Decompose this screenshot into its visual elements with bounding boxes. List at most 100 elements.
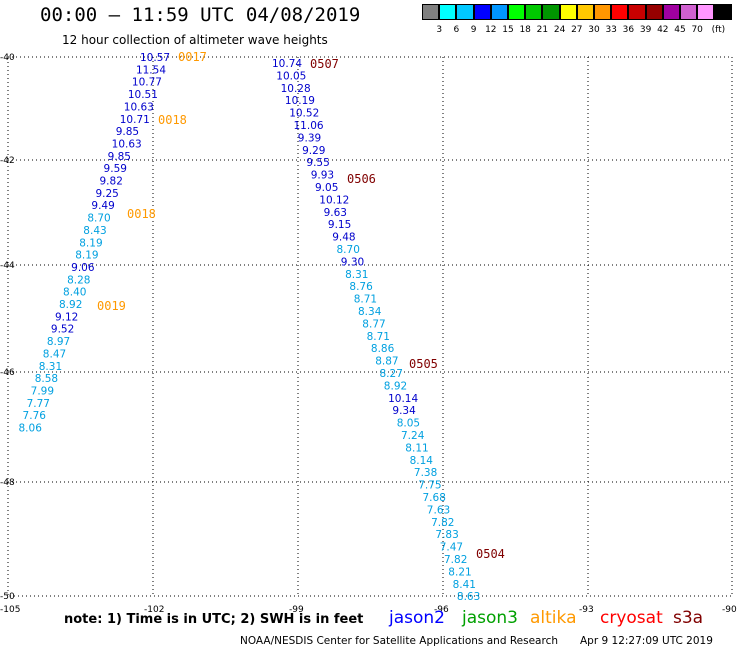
- wave-height-value: 9.29: [302, 145, 325, 157]
- color-scale-label: 30: [588, 25, 600, 35]
- pass-time-label: 0019: [97, 299, 126, 313]
- color-swatch: [697, 4, 715, 20]
- wave-height-value: 8.63: [457, 591, 480, 603]
- lat-tick-label: -50: [0, 592, 15, 602]
- wave-height-value: 9.82: [100, 176, 123, 188]
- color-scale-label: 21: [536, 25, 549, 35]
- wave-height-value: 8.71: [354, 294, 377, 306]
- color-swatch: [576, 4, 594, 20]
- wave-height-value: 8.06: [19, 423, 43, 435]
- wave-height-value: 8.43: [83, 225, 106, 237]
- generated-timestamp: Apr 9 12:27:09 UTC 2019: [580, 635, 713, 647]
- color-swatch: [456, 4, 474, 20]
- wave-height-value: 7.76: [23, 410, 47, 422]
- track-1-values: 10.5711.5410.7710.5110.6310.719.8510.639…: [19, 52, 171, 435]
- color-scale-label: 15: [502, 25, 514, 35]
- lat-tick-label: -48: [0, 478, 15, 488]
- wave-height-value: 9.39: [298, 132, 321, 144]
- wave-height-value: 10.14: [388, 393, 418, 405]
- wave-height-value: 7.38: [414, 467, 437, 479]
- wave-height-value: 10.19: [285, 95, 315, 107]
- color-scale-label: 18: [519, 25, 531, 35]
- color-swatch: [628, 4, 646, 20]
- lat-tick-label: -42: [0, 156, 15, 166]
- wave-height-value: 8.71: [367, 331, 390, 343]
- pass-time-label: 0504: [476, 547, 505, 561]
- wave-height-value: 10.71: [120, 114, 150, 126]
- wave-height-value: 8.19: [79, 237, 102, 249]
- color-swatch: [525, 4, 543, 20]
- wave-height-value: 8.70: [87, 213, 110, 225]
- wave-height-value: 7.68: [423, 492, 446, 504]
- color-swatch: [611, 4, 629, 20]
- lat-tick-label: -40: [0, 53, 15, 63]
- wave-height-value: 8.27: [380, 368, 403, 380]
- axis-ticks: -40 -42 -44 -46 -48 -50 -105 -102 -99 -96 -93 -90: [0, 53, 737, 615]
- wave-height-value: 10.57: [140, 52, 170, 64]
- wave-height-value: 10.74: [272, 58, 302, 70]
- pass-time-label: 0018: [127, 207, 156, 221]
- color-swatch: [473, 4, 491, 20]
- color-swatch: [714, 4, 732, 20]
- color-scale-label: 12: [485, 25, 497, 35]
- color-scale-label: 6: [453, 25, 460, 35]
- wave-height-value: 8.87: [375, 356, 398, 368]
- wave-height-value: 11.06: [294, 120, 324, 132]
- color-swatch: [662, 4, 680, 20]
- wave-height-value: 10.77: [132, 77, 162, 89]
- color-swatch: [490, 4, 508, 20]
- wave-height-value: 8.92: [384, 380, 407, 392]
- lon-tick-label: -105: [0, 605, 20, 615]
- wave-height-value: 9.34: [392, 405, 416, 417]
- color-scale-label: 24: [553, 25, 566, 35]
- wave-height-value: 10.63: [112, 138, 142, 150]
- wave-height-value: 10.63: [124, 101, 154, 113]
- wave-height-value: 9.59: [104, 163, 127, 175]
- footer-note: note: 1) Time is in UTC; 2) SWH is in fe…: [64, 612, 364, 627]
- wave-height-value: 9.49: [91, 200, 114, 212]
- pass-time-label: 0505: [409, 357, 438, 371]
- color-swatch: [439, 4, 457, 20]
- wave-height-value: 9.15: [328, 219, 351, 231]
- wave-height-value: 8.28: [67, 274, 90, 286]
- wave-height-value: 7.77: [27, 398, 50, 410]
- color-swatch: [559, 4, 577, 20]
- legend-jason3: jason3: [462, 608, 518, 628]
- wave-height-value: 8.86: [371, 343, 395, 355]
- wave-height-value: 8.34: [358, 306, 382, 318]
- wave-height-value: 7.63: [427, 504, 450, 516]
- wave-height-value: 8.47: [43, 348, 66, 360]
- track-2-values: 10.7410.0510.2810.1910.5211.069.399.299.…: [272, 58, 480, 603]
- wave-height-value: 10.52: [289, 108, 319, 120]
- color-scale-label: 42: [657, 25, 669, 35]
- wave-height-value: 8.19: [75, 250, 98, 262]
- wave-height-value: 7.47: [440, 542, 463, 554]
- color-swatch: [594, 4, 612, 20]
- wave-height-value: 10.28: [281, 83, 311, 95]
- color-scale-label: 36: [622, 25, 635, 35]
- wave-height-value: 8.77: [362, 318, 385, 330]
- wave-height-value: 7.99: [31, 385, 54, 397]
- wave-height-value: 9.48: [332, 232, 355, 244]
- wave-height-value: 8.14: [410, 455, 434, 467]
- wave-height-value: 9.25: [95, 188, 118, 200]
- lon-tick-label: -96: [434, 605, 449, 615]
- wave-height-value: 8.76: [349, 281, 373, 293]
- wave-height-value: 9.55: [306, 157, 329, 169]
- color-scale-label: 9: [470, 25, 477, 35]
- color-swatch: [508, 4, 526, 20]
- wave-height-value: 7.83: [435, 529, 458, 541]
- wave-height-value: 7.82: [431, 517, 454, 529]
- pass-time-label: 0018: [158, 113, 187, 127]
- wave-height-value: 9.12: [55, 311, 78, 323]
- color-scale-label: 70: [691, 25, 703, 35]
- color-scale-label: (ft): [711, 25, 726, 35]
- lon-tick-label: -102: [144, 605, 164, 615]
- wave-height-value: 8.40: [63, 287, 86, 299]
- color-scale-label: 33: [605, 25, 617, 35]
- wave-height-value: 9.30: [341, 256, 364, 268]
- legend-jason2: jason2: [389, 608, 445, 628]
- legend-altika: altika: [530, 608, 577, 628]
- chart-subtitle: 12 hour collection of altimeter wave hei…: [62, 33, 328, 47]
